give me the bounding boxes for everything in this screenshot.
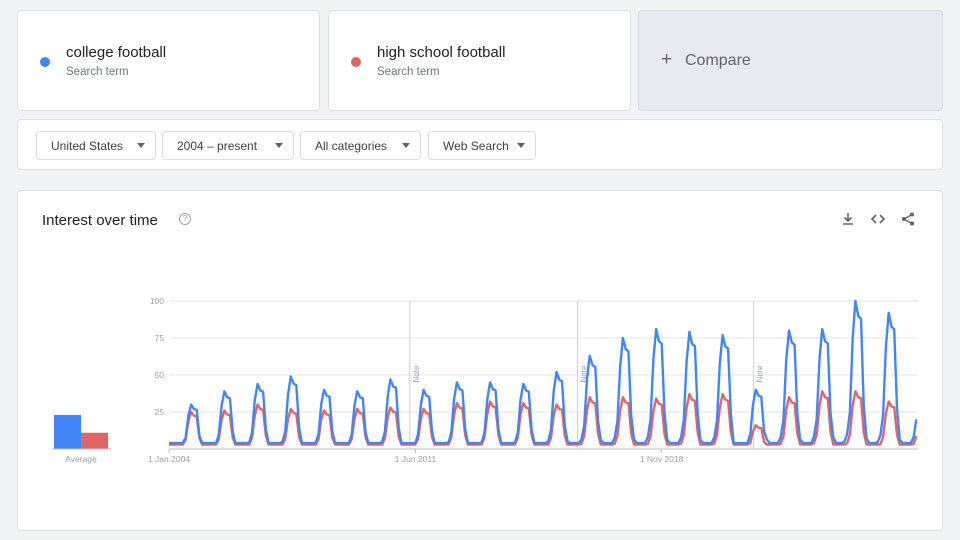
average-label: Average (65, 454, 97, 464)
series-color-dot (351, 57, 361, 67)
average-bar (81, 432, 108, 449)
share-icon[interactable] (900, 211, 916, 227)
interest-chart: 100 75 50 25 1 Jan 2004 1 Jun 2011 1 Nov 2018 N… (52, 296, 918, 464)
term-label[interactable]: college football (66, 44, 167, 61)
note-label: Note (756, 365, 765, 382)
download-icon[interactable] (840, 211, 856, 227)
filter-bar: United States 2004 – present All categor… (17, 119, 943, 170)
series-color-dot (40, 57, 50, 67)
x-tick-label: 1 Jan 2004 (148, 454, 190, 464)
plus-icon: + (661, 49, 673, 70)
time-range-dropdown[interactable]: 2004 – present (162, 131, 294, 160)
note-label: Note (412, 365, 421, 382)
note-label: Note (580, 365, 589, 382)
chart-title: Interest over time (42, 212, 158, 229)
category-value: All categories (315, 138, 388, 153)
region-value: United States (51, 138, 124, 153)
average-bar (54, 414, 81, 449)
series-line (169, 390, 918, 446)
y-tick-label: 75 (155, 333, 165, 343)
y-tick-label: 25 (155, 407, 165, 417)
dropdown-caret-icon (517, 143, 525, 148)
compare-button[interactable]: + Compare (638, 10, 943, 111)
dropdown-caret-icon (275, 143, 283, 148)
term-card-college-football[interactable]: college football Search term (17, 10, 320, 111)
search-property-value: Web Search (443, 138, 509, 153)
x-tick-label: 1 Jun 2011 (395, 454, 437, 464)
embed-icon[interactable] (870, 211, 886, 227)
term-card-high-school-football[interactable]: high school football Search term (328, 10, 631, 111)
help-icon[interactable]: ? (179, 213, 191, 225)
dropdown-caret-icon (137, 143, 145, 148)
dropdown-caret-icon (402, 143, 410, 148)
term-label[interactable]: high school football (377, 44, 506, 61)
series-line (169, 299, 918, 445)
term-sublabel: Search term (377, 66, 440, 78)
region-dropdown[interactable]: United States (36, 131, 156, 160)
interest-over-time-card: Interest over time ? 100 75 50 25 1 Jan 2004… (17, 190, 943, 531)
term-sublabel: Search term (66, 66, 129, 78)
x-tick-label: 1 Nov 2018 (640, 454, 684, 464)
search-property-dropdown[interactable]: Web Search (428, 131, 536, 160)
time-range-value: 2004 – present (177, 138, 258, 153)
compare-label: Compare (685, 52, 751, 69)
category-dropdown[interactable]: All categories (300, 131, 421, 160)
y-tick-label: 100 (150, 296, 164, 306)
y-tick-label: 50 (155, 370, 165, 380)
